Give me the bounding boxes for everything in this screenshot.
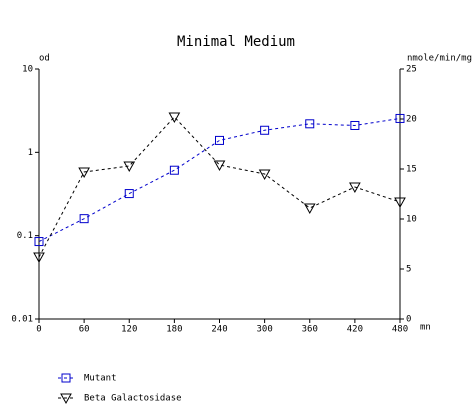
y2-axis-label: nmole/min/mg <box>407 54 472 64</box>
marker <box>124 189 134 199</box>
x-tick-label: 240 <box>211 325 227 335</box>
marker <box>79 214 89 224</box>
y2-tick-label: 5 <box>406 265 411 275</box>
marker <box>168 112 181 124</box>
marker <box>260 125 270 135</box>
marker <box>78 167 90 179</box>
y2-tick-label: 20 <box>406 115 417 125</box>
x-tick-label: 180 <box>166 325 182 335</box>
x-tick-label: 0 <box>36 325 41 335</box>
x-tick-label: 300 <box>256 325 272 335</box>
marker <box>305 119 315 129</box>
marker <box>213 160 226 172</box>
x-tick-label: 480 <box>392 325 408 335</box>
marker <box>258 169 271 181</box>
x-axis-label: mn <box>420 323 431 333</box>
marker <box>34 237 44 247</box>
marker <box>303 203 316 215</box>
x-tick-label: 360 <box>302 325 318 335</box>
marker <box>123 161 136 173</box>
marker <box>169 165 179 175</box>
x-tick-label: 120 <box>121 325 137 335</box>
x-tick-label: 60 <box>79 325 90 335</box>
marker <box>215 135 224 145</box>
y-axis-label: od <box>39 54 50 64</box>
marker <box>33 252 45 264</box>
series-line <box>38 117 401 242</box>
y2-tick-label: 10 <box>406 215 417 225</box>
chart-title: Minimal Medium <box>177 34 295 50</box>
y-tick-label: 0.1 <box>17 231 33 241</box>
y2-tick-label: 25 <box>406 65 417 75</box>
y-tick-label: 10 <box>22 65 33 75</box>
series-line <box>38 116 401 258</box>
legend-marker <box>60 393 72 405</box>
marker <box>350 120 360 130</box>
legend-label: Beta Galactosidase <box>84 394 182 404</box>
marker <box>394 197 406 209</box>
y2-tick-label: 0 <box>406 315 411 325</box>
legend-marker <box>61 373 71 383</box>
y-tick-label: 0.01 <box>11 315 33 325</box>
legend-label: Mutant <box>84 374 117 384</box>
x-tick-label: 420 <box>347 325 363 335</box>
y-tick-label: 1 <box>28 148 33 158</box>
marker <box>349 182 361 194</box>
marker <box>395 113 405 123</box>
y2-tick-label: 15 <box>406 165 417 175</box>
